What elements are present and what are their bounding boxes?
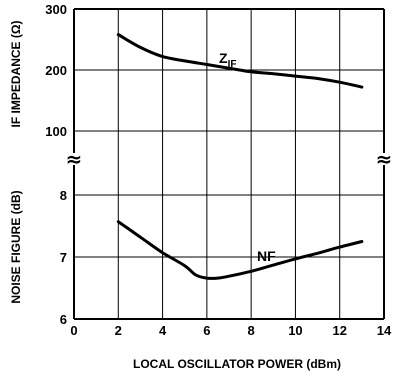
grid: [74, 8, 384, 320]
axis-break-mask: [376, 153, 392, 165]
series-label: NF: [257, 248, 276, 264]
y-axis-label: IF IMPEDANCE (Ω): [9, 21, 23, 128]
y-tick-label: 8: [60, 188, 67, 203]
y-tick-label: 6: [60, 312, 67, 327]
y-tick-label: 200: [45, 63, 67, 78]
tick-labels: 100 200 300 6 7 8 0 2 4 6 8 10 12 14: [45, 2, 392, 338]
x-tick-label: 8: [248, 323, 255, 338]
y-axis-label: NOISE FIGURE (dB): [9, 190, 23, 303]
x-tick-label: 4: [159, 323, 167, 338]
axis-labels: ZIF NF LOCAL OSCILLATOR POWER (dBm) IF IMPE…: [9, 21, 341, 371]
axis-break-marks: ≈ ≈: [66, 147, 393, 171]
plot-frame: [73, 8, 385, 320]
series-line-nf: [116, 220, 364, 280]
series-label: ZIF: [219, 50, 236, 70]
x-tick-label: 12: [332, 323, 346, 338]
x-tick-label: 6: [203, 323, 210, 338]
series-lines: [116, 33, 364, 280]
axis-break-icon: ≈: [66, 147, 83, 171]
series-line-zif: [116, 33, 364, 89]
y-tick-label: 7: [60, 250, 67, 265]
axis-break-mask: [66, 153, 82, 165]
x-tick-label: 2: [115, 323, 122, 338]
x-axis-label: LOCAL OSCILLATOR POWER (dBm): [133, 357, 341, 371]
x-tick-label: 10: [288, 323, 302, 338]
axis-break-icon: ≈: [376, 147, 393, 171]
x-tick-label: 14: [377, 323, 392, 338]
x-tick-label: 0: [70, 323, 77, 338]
y-tick-label: 100: [45, 124, 67, 139]
y-tick-label: 300: [45, 2, 67, 17]
